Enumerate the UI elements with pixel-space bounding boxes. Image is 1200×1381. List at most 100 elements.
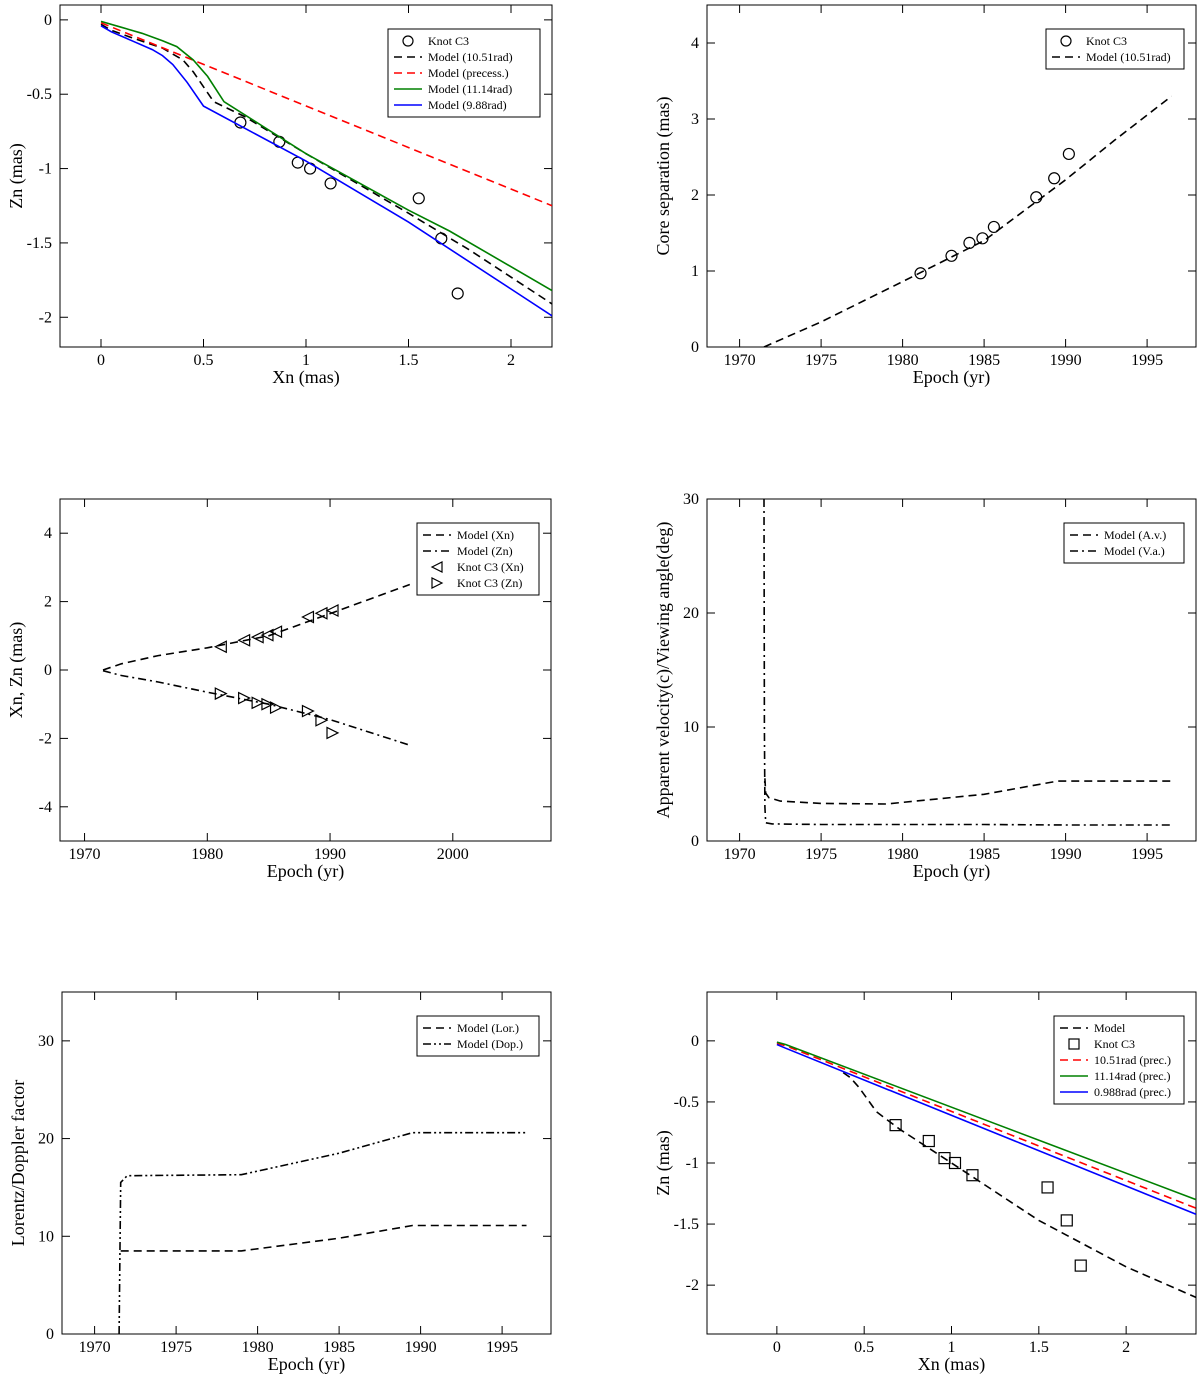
legend: Model (Lor.) Model (Dop.) xyxy=(416,1015,540,1057)
legend-label: Model (Dop.) xyxy=(457,1037,523,1051)
y-tick-label: 1 xyxy=(691,263,699,280)
legend-label: Model (Zn) xyxy=(457,544,513,558)
legend-label: Model (V.a.) xyxy=(1104,544,1165,558)
chart-panel-4: 1970 1975 1980 1985 1990 1995 0 10 20 30 Epoch (yr… xyxy=(653,491,1197,882)
y-tick-label: 0 xyxy=(691,833,699,850)
data-point-marker xyxy=(324,177,337,190)
legend-label: Knot C3 (Xn) xyxy=(457,560,524,574)
legend-marker xyxy=(430,561,443,573)
x-axis-label: Epoch (yr) xyxy=(913,367,990,388)
series-group xyxy=(763,95,1172,347)
data-point-marker xyxy=(1048,172,1061,185)
x-tick-label: 1 xyxy=(302,352,310,369)
data-point-marker xyxy=(301,610,315,624)
data-point-marker xyxy=(238,691,251,705)
data-point-marker xyxy=(948,1156,962,1170)
data-point-marker xyxy=(214,687,228,701)
legend: Knot C3 Model (10.51rad) xyxy=(1045,28,1185,70)
series-line xyxy=(776,1043,1196,1216)
y-axis-label: Core separation (mas) xyxy=(653,97,674,256)
data-point-marker xyxy=(889,1119,902,1132)
series-line xyxy=(120,1224,527,1252)
y-axis-label: Lorentz/Doppler factor xyxy=(8,1080,28,1246)
legend-label: Knot C3 xyxy=(1086,34,1127,48)
legend-label: Model (9.88rad) xyxy=(428,98,507,112)
plot-frame xyxy=(61,991,552,1335)
legend-label: 0.988rad (prec.) xyxy=(1094,1085,1171,1099)
legend-label: Knot C3 (Zn) xyxy=(457,576,522,590)
data-point-marker xyxy=(1030,191,1043,204)
y-tick-label: -0.5 xyxy=(27,86,52,103)
y-tick-label: 30 xyxy=(683,491,699,508)
y-tick-label: 0 xyxy=(44,12,52,29)
series-line xyxy=(100,25,552,317)
x-tick-label: 1.5 xyxy=(399,352,419,369)
data-point-marker xyxy=(1074,1259,1087,1272)
x-tick-label: 1990 xyxy=(405,1339,437,1356)
legend-label: Model (Xn) xyxy=(457,528,514,542)
data-point-marker xyxy=(326,726,340,740)
series-group xyxy=(763,499,1172,826)
legend: Knot C3 Model (10.51rad) Model (precess.) M… xyxy=(387,28,541,118)
x-tick-label: 0 xyxy=(97,352,105,369)
y-tick-label: 4 xyxy=(691,35,699,52)
series-line xyxy=(776,1041,1196,1201)
data-point-marker xyxy=(1041,1181,1054,1194)
x-tick-label: 1975 xyxy=(805,846,837,863)
data-point-marker xyxy=(451,287,464,300)
x-tick-label: 0.5 xyxy=(854,1339,874,1356)
data-point-marker xyxy=(966,1169,979,1182)
x-axis-label: Epoch (yr) xyxy=(267,861,344,882)
x-tick-label: 2 xyxy=(507,352,515,369)
data-point-marker xyxy=(251,696,265,710)
series-line xyxy=(118,1131,527,1334)
legend-label: Model xyxy=(1094,1021,1126,1035)
data-point-marker xyxy=(250,630,264,644)
data-point-marker xyxy=(315,713,329,727)
plot-frame xyxy=(706,498,1197,842)
x-axis-label: Xn (mas) xyxy=(918,1354,985,1375)
legend: Model (A.v.) Model (V.a.) xyxy=(1063,522,1185,564)
legend-label: Model (A.v.) xyxy=(1104,528,1166,542)
y-axis-label: Zn (mas) xyxy=(653,1130,674,1195)
data-point-marker xyxy=(237,633,251,647)
legend-box xyxy=(1063,522,1185,564)
legend-label: Model (10.51rad) xyxy=(428,50,513,64)
y-tick-label: 2 xyxy=(44,594,52,611)
x-tick-label: 1970 xyxy=(79,1339,111,1356)
data-point-marker xyxy=(314,606,328,620)
y-tick-label: -1 xyxy=(686,1155,699,1172)
plot-frame xyxy=(706,4,1197,348)
y-tick-label: 30 xyxy=(38,1033,54,1050)
x-tick-label: 0.5 xyxy=(194,352,214,369)
y-tick-label: 0 xyxy=(44,662,52,679)
legend-label: Model (11.14rad) xyxy=(428,82,512,96)
y-tick-label: 0 xyxy=(691,339,699,356)
data-point-marker xyxy=(325,604,339,617)
legend-label: Model (10.51rad) xyxy=(1086,50,1171,64)
x-tick-label: 1990 xyxy=(1050,352,1082,369)
x-tick-label: 1980 xyxy=(887,352,919,369)
series-line xyxy=(764,778,1172,805)
x-tick-label: 1995 xyxy=(1131,846,1163,863)
x-tick-label: 1990 xyxy=(314,846,346,863)
chart-panel-3: 1970 1980 1990 2000 -4 -2 0 2 4 Epoch (yr) Xn, Zn … xyxy=(6,498,552,882)
y-tick-label: -0.5 xyxy=(674,1094,699,1111)
series-group xyxy=(776,1041,1196,1299)
data-point-marker xyxy=(1062,147,1075,161)
x-tick-label: 1980 xyxy=(887,846,919,863)
data-point-marker xyxy=(1060,1214,1073,1227)
y-tick-label: 0 xyxy=(46,1326,54,1343)
x-tick-label: 1970 xyxy=(724,846,756,863)
x-tick-label: 2 xyxy=(1122,1339,1130,1356)
series-group xyxy=(102,583,411,746)
legend-label: 10.51rad (prec.) xyxy=(1094,1053,1171,1067)
data-point-marker xyxy=(914,267,927,280)
x-tick-label: 1975 xyxy=(160,1339,192,1356)
series-line xyxy=(102,669,411,746)
series-line xyxy=(100,22,552,207)
y-tick-label: -1.5 xyxy=(674,1216,699,1233)
x-tick-label: 1975 xyxy=(805,352,837,369)
legend-label: Model (precess.) xyxy=(428,66,509,80)
